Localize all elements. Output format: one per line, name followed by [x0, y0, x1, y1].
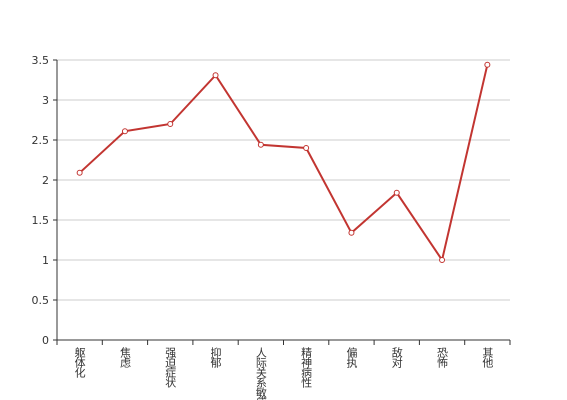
point: [484, 61, 491, 68]
x-tick-label: 抑郁: [209, 346, 222, 368]
point: [76, 169, 83, 176]
point: [393, 189, 400, 196]
x-tick-label: 躯体化: [73, 347, 86, 379]
point: [348, 229, 355, 236]
line: [78, 64, 489, 263]
x-tick-label: 人际关系敏感: [254, 347, 267, 400]
y-tick-label: 0.5: [32, 294, 50, 307]
x-tick-label: 偏执: [345, 346, 358, 369]
x-tick-label: 恐怖: [436, 347, 449, 368]
y-tick-label: 2.5: [32, 134, 50, 147]
x-tick-label: 强迫症状: [164, 347, 177, 388]
y-tick-label: 3: [42, 94, 49, 107]
y-tick-label: 1: [42, 254, 49, 267]
x-tick-label: 其他: [481, 347, 494, 368]
x-tick-label: 精神病性: [300, 347, 313, 389]
point: [439, 257, 446, 263]
point: [303, 145, 310, 151]
y-tick-label: 1.5: [32, 214, 50, 227]
point: [167, 121, 174, 127]
point: [121, 128, 128, 135]
x-tick-label: 敌对: [390, 346, 403, 368]
y-tick-label: 2: [42, 174, 49, 187]
point: [257, 141, 264, 148]
x-tick-label: 焦虑: [118, 347, 131, 368]
y-tick-label: 3.5: [32, 54, 50, 67]
point: [212, 72, 219, 79]
y-tick-label: 0: [42, 334, 49, 347]
